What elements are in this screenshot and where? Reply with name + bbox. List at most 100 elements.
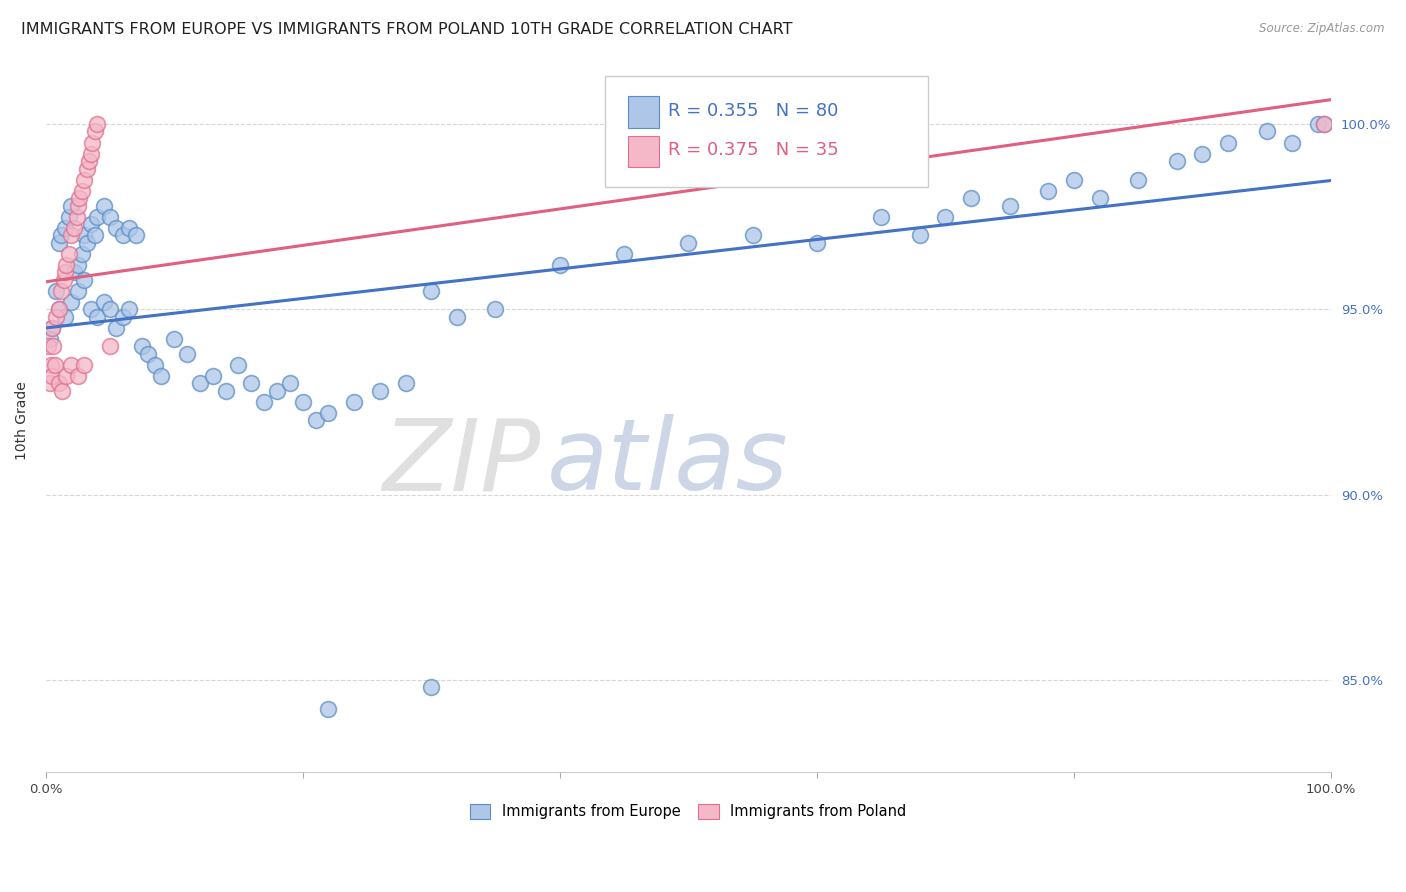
Point (1313, 117, 1336, 131)
Point (105, 220, 128, 235)
Point (41, 369, 63, 384)
Point (214, 384, 236, 398)
Point (80, 136, 103, 150)
Point (58, 210, 80, 224)
Point (48, 302, 70, 317)
Point (53, 310, 76, 324)
Point (1306, 117, 1329, 131)
Point (105, 321, 128, 335)
Point (484, 302, 506, 317)
Point (176, 347, 198, 361)
Point (138, 347, 160, 361)
Text: IMMIGRANTS FROM EUROPE VS IMMIGRANTS FROM POLAND 10TH GRADE CORRELATION CHART: IMMIGRANTS FROM EUROPE VS IMMIGRANTS FRO… (21, 22, 793, 37)
Point (38, 376, 60, 391)
Point (446, 310, 468, 324)
Point (55, 258, 77, 272)
Text: R = 0.355   N = 80: R = 0.355 N = 80 (668, 102, 838, 120)
Point (318, 702, 340, 716)
Point (131, 339, 153, 353)
Point (368, 384, 391, 398)
Text: ZIP: ZIP (382, 414, 540, 511)
Point (124, 228, 146, 243)
Point (870, 210, 893, 224)
Point (613, 246, 636, 260)
Point (960, 191, 983, 205)
Point (548, 258, 571, 272)
Point (73, 228, 96, 243)
Point (60, 358, 83, 372)
Point (73, 172, 96, 186)
Point (678, 235, 700, 250)
Point (65, 210, 87, 224)
Point (52, 273, 75, 287)
Point (79, 302, 101, 317)
Point (66, 369, 89, 384)
Point (253, 395, 276, 409)
Point (111, 310, 134, 324)
Point (48, 376, 70, 391)
Point (44, 358, 66, 372)
Point (908, 228, 931, 243)
Point (49, 228, 72, 243)
Point (304, 413, 326, 427)
Point (111, 228, 134, 243)
Point (420, 680, 443, 694)
Point (150, 369, 173, 384)
Point (37, 339, 59, 353)
Point (934, 210, 956, 224)
Point (98, 210, 121, 224)
Point (266, 384, 288, 398)
Point (79, 146, 101, 161)
Point (60, 294, 83, 309)
Point (1256, 124, 1278, 138)
Point (53, 265, 76, 279)
Point (42, 339, 65, 353)
Text: atlas: atlas (547, 414, 789, 511)
Point (343, 395, 366, 409)
Point (93, 294, 115, 309)
Point (51, 384, 73, 398)
Point (53, 220, 76, 235)
Point (98, 302, 121, 317)
Point (1281, 136, 1303, 150)
Point (79, 154, 101, 169)
Point (70, 246, 93, 260)
Point (63, 265, 86, 279)
Point (420, 284, 443, 298)
Text: R = 0.375   N = 35: R = 0.375 N = 35 (668, 141, 838, 159)
Point (66, 284, 89, 298)
Point (58, 246, 80, 260)
Point (66, 258, 89, 272)
Point (76, 235, 98, 250)
Point (73, 358, 96, 372)
Point (66, 198, 89, 212)
Point (83, 228, 105, 243)
Point (83, 124, 105, 138)
Point (118, 220, 141, 235)
Point (76, 161, 98, 176)
Text: Source: ZipAtlas.com: Source: ZipAtlas.com (1260, 22, 1385, 36)
Point (741, 228, 763, 243)
Legend: Immigrants from Europe, Immigrants from Poland: Immigrants from Europe, Immigrants from … (464, 797, 912, 825)
Point (86, 210, 108, 224)
Point (394, 376, 416, 391)
Point (93, 198, 115, 212)
Point (278, 376, 301, 391)
Point (70, 184, 93, 198)
Point (998, 198, 1021, 212)
Point (188, 376, 211, 391)
Point (1166, 154, 1188, 169)
Point (1216, 136, 1239, 150)
Point (1036, 184, 1059, 198)
Point (48, 302, 70, 317)
Y-axis label: 10th Grade: 10th Grade (15, 381, 30, 460)
Point (201, 369, 224, 384)
Point (1191, 146, 1213, 161)
Point (45, 310, 67, 324)
Point (143, 358, 166, 372)
Point (1063, 172, 1085, 186)
Point (1088, 191, 1111, 205)
Point (39, 358, 62, 372)
Point (38, 332, 60, 346)
Point (318, 406, 340, 420)
